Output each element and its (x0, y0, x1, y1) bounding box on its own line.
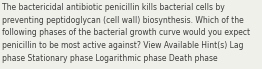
Text: following phases of the bacterial growth curve would you expect: following phases of the bacterial growth… (2, 28, 250, 37)
Text: phase Stationary phase Logarithmic phase Death phase: phase Stationary phase Logarithmic phase… (2, 54, 218, 63)
Text: penicillin to be most active against? View Available Hint(s) Lag: penicillin to be most active against? Vi… (2, 41, 244, 50)
Text: preventing peptidoglycan (cell wall) biosynthesis. Which of the: preventing peptidoglycan (cell wall) bio… (2, 16, 244, 24)
Text: The bactericidal antibiotic penicillin kills bacterial cells by: The bactericidal antibiotic penicillin k… (2, 3, 225, 12)
